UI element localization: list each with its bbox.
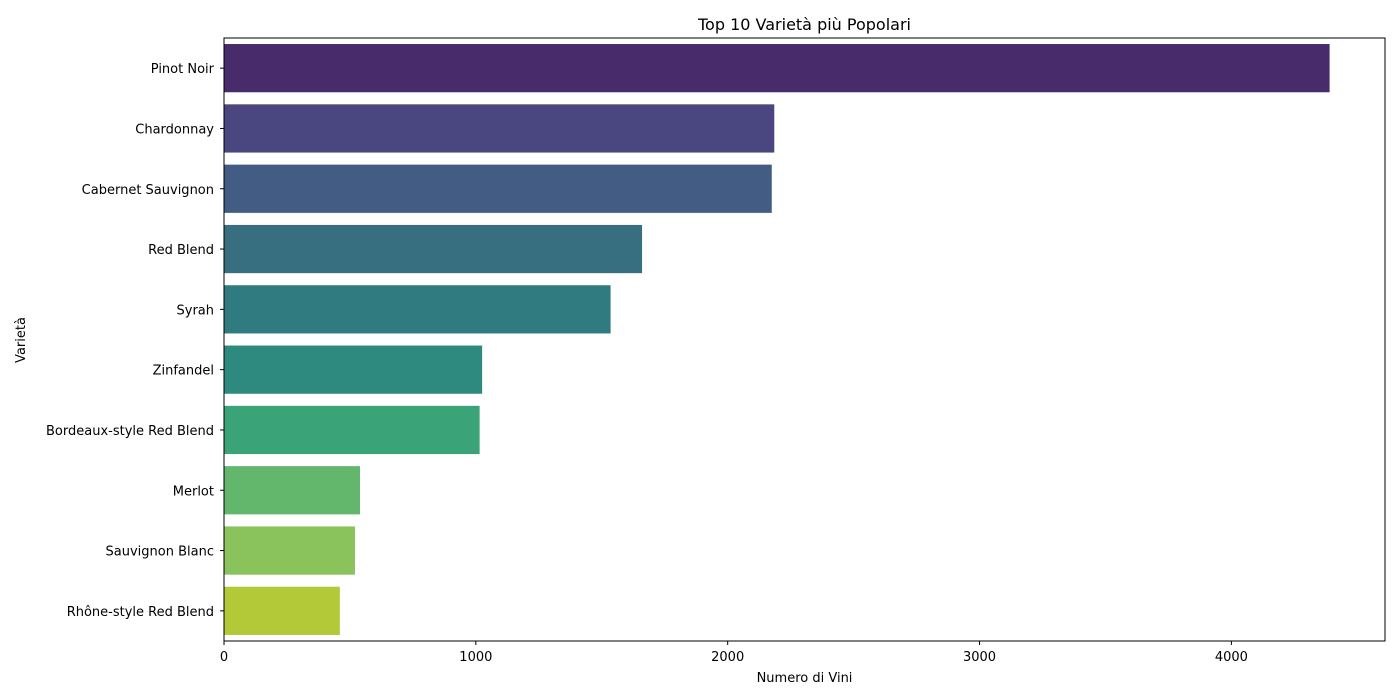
bar-zinfandel [224, 345, 483, 394]
y-tick-label: Syrah [177, 303, 215, 318]
y-tick-label: Pinot Noir [151, 62, 215, 77]
bar-chardonnay [224, 104, 775, 153]
bars [224, 44, 1330, 635]
y-tick-label: Rhône-style Red Blend [67, 605, 214, 620]
y-tick-label: Sauvignon Blanc [106, 545, 214, 560]
chart-title: Top 10 Varietà più Popolari [697, 15, 911, 34]
bar-red-blend [224, 224, 643, 274]
y-tick-label: Bordeaux-style Red Blend [46, 424, 214, 439]
x-tick-label: 0 [220, 650, 228, 665]
bar-cabernet-sauvignon [224, 164, 772, 213]
x-axis-ticks: 0 1000 2000 3000 4000 [220, 641, 1248, 665]
bar-syrah [224, 285, 611, 334]
bar-pinot-noir [224, 44, 1330, 93]
y-axis-ticks: Pinot Noir Chardonnay Cabernet Sauvignon Re… [46, 62, 224, 620]
y-tick-label: Chardonnay [135, 122, 214, 137]
y-axis-title: Varietà [14, 317, 29, 363]
x-axis-title: Numero di Vini [757, 671, 853, 686]
x-tick-label: 4000 [1215, 650, 1248, 665]
bar-merlot [224, 466, 360, 515]
x-tick-label: 2000 [711, 650, 744, 665]
x-tick-label: 3000 [963, 650, 996, 665]
plot-frame [223, 37, 1386, 642]
y-tick-label: Red Blend [148, 243, 214, 258]
y-tick-label: Merlot [173, 484, 214, 499]
x-tick-label: 1000 [459, 650, 492, 665]
y-tick-label: Zinfandel [153, 364, 214, 379]
bar-bordeaux-style-red-blend [224, 405, 480, 455]
bar-sauvignon-blanc [224, 526, 355, 575]
bar-rh-ne-style-red-blend [224, 586, 340, 635]
axes [223, 37, 1386, 642]
y-tick-label: Cabernet Sauvignon [82, 183, 214, 198]
